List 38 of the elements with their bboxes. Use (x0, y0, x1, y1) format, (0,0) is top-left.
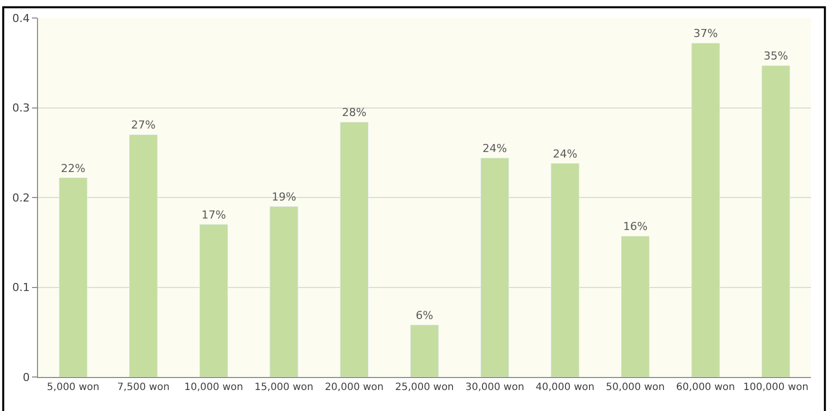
x-tick-label: 100,000 won (743, 382, 808, 393)
bar (270, 206, 298, 377)
bar (621, 236, 650, 377)
x-tick-label: 7,500 won (117, 382, 170, 393)
x-tick-label: 40,000 won (536, 382, 594, 393)
y-tick-label: 0.4 (12, 12, 30, 25)
data-label: 16% (623, 220, 648, 234)
data-label: 6% (416, 308, 434, 322)
x-tick-label: 15,000 won (254, 382, 314, 393)
bar (58, 178, 88, 377)
x-tick-label: 20,000 won (324, 382, 384, 393)
x-tick-label: 25,000 won (395, 382, 454, 393)
data-label: 35% (764, 50, 788, 63)
bar (480, 158, 510, 377)
data-label: 24% (482, 142, 507, 156)
bar (410, 324, 439, 377)
bar (762, 65, 790, 377)
bar (199, 224, 228, 377)
x-tick-label: 30,000 won (465, 382, 524, 393)
bar (550, 163, 580, 377)
x-tick-label: 50,000 won (606, 382, 665, 393)
x-tick-label: 10,000 won (184, 382, 244, 393)
x-tick-label: 60,000 won (676, 382, 735, 393)
data-label: 19% (272, 190, 296, 204)
y-tick-label: 0 (22, 370, 30, 384)
y-tick-label: 0.1 (12, 281, 30, 294)
bar (340, 122, 369, 377)
y-tick-label: 0.2 (12, 191, 30, 204)
x-tick-label: 5,000 won (46, 382, 100, 393)
data-label: 37% (693, 27, 718, 40)
y-tick-label: 0.3 (12, 102, 30, 115)
data-label: 17% (201, 208, 226, 222)
bar (691, 42, 720, 377)
data-label: 24% (552, 147, 578, 160)
data-label: 27% (131, 118, 156, 132)
bar (129, 134, 158, 377)
data-label: 28% (342, 106, 366, 120)
data-label: 22% (60, 162, 86, 175)
